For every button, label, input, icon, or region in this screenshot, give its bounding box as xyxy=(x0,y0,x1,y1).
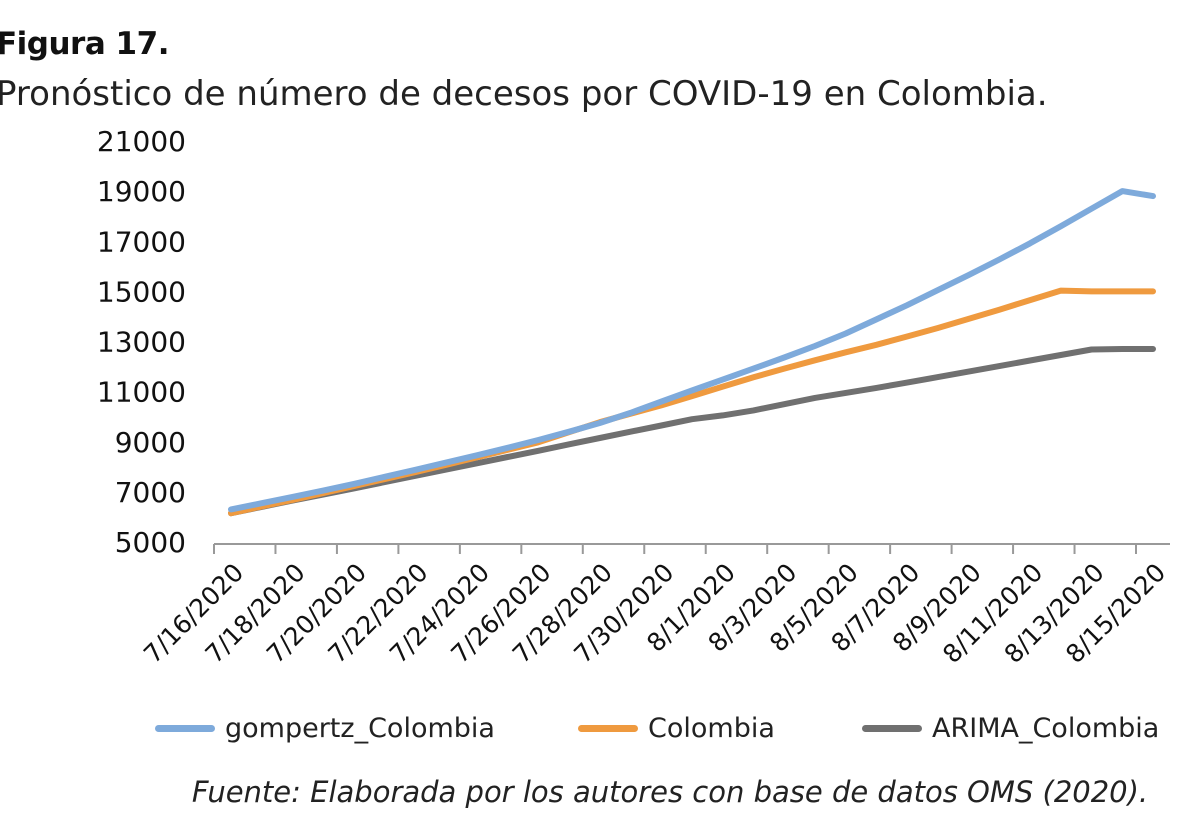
y-tick-label: 7000 xyxy=(115,476,186,509)
legend-swatch-gompertz xyxy=(155,724,215,732)
y-tick-label: 9000 xyxy=(115,426,186,459)
legend-swatch-arima xyxy=(862,724,922,732)
y-tick-label: 11000 xyxy=(97,376,186,409)
legend-label-arima: ARIMA_Colombia xyxy=(932,712,1160,744)
y-tick-label: 5000 xyxy=(115,526,186,559)
figure-title: Pronóstico de número de decesos por COVI… xyxy=(0,74,1048,114)
series-line-gompertz_Colombia xyxy=(228,188,1156,513)
y-tick-label: 21000 xyxy=(97,125,186,158)
legend-item-arima: ARIMA_Colombia xyxy=(862,706,1159,750)
source-note: Fuente: Elaborada por los autores con ba… xyxy=(191,775,1149,809)
y-axis-ticks: 5000 7000 9000 11000 13000 15000 17000 19000 210… xyxy=(97,125,186,559)
legend-swatch-colombia xyxy=(578,724,638,732)
series-lines xyxy=(228,188,1156,517)
x-axis-ticks: 7/16/20207/18/20207/20/20207/22/20207/24… xyxy=(138,544,1171,669)
legend: gompertz_Colombia Colombia ARIMA_Colombi… xyxy=(0,706,1200,750)
figure-label: Figura 17. xyxy=(0,26,169,62)
legend-label-gompertz: gompertz_Colombia xyxy=(225,712,495,744)
series-line-ARIMA_Colombia xyxy=(228,346,1156,517)
legend-item-colombia: Colombia xyxy=(578,706,775,750)
y-tick-label: 17000 xyxy=(97,225,186,258)
legend-item-gompertz: gompertz_Colombia xyxy=(155,706,495,750)
y-tick-label: 15000 xyxy=(97,275,186,308)
legend-label-colombia: Colombia xyxy=(648,712,775,744)
y-tick-label: 19000 xyxy=(97,175,186,208)
y-tick-label: 13000 xyxy=(97,326,186,359)
